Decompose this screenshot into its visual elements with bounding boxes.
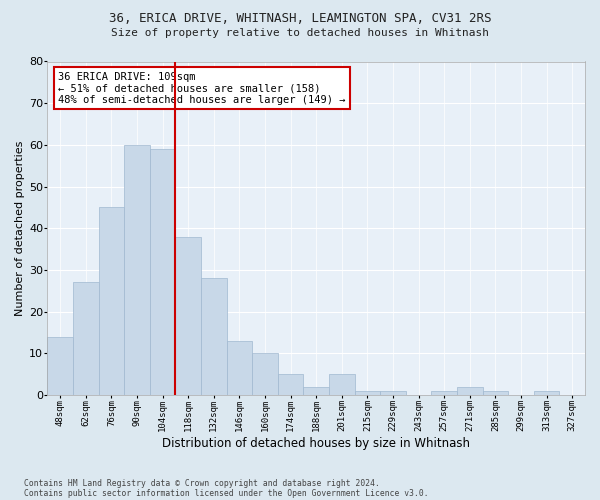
Bar	[227, 341, 252, 395]
Bar	[73, 282, 98, 395]
Bar	[201, 278, 227, 395]
Bar	[278, 374, 304, 395]
Y-axis label: Number of detached properties: Number of detached properties	[15, 140, 25, 316]
Text: 36, ERICA DRIVE, WHITNASH, LEAMINGTON SPA, CV31 2RS: 36, ERICA DRIVE, WHITNASH, LEAMINGTON SP…	[109, 12, 491, 26]
Bar	[124, 145, 150, 395]
Bar	[175, 236, 201, 395]
X-axis label: Distribution of detached houses by size in Whitnash: Distribution of detached houses by size …	[162, 437, 470, 450]
Bar	[431, 391, 457, 395]
Bar	[355, 391, 380, 395]
Bar	[534, 391, 559, 395]
Bar	[380, 391, 406, 395]
Bar	[98, 208, 124, 395]
Bar	[329, 374, 355, 395]
Text: Contains HM Land Registry data © Crown copyright and database right 2024.: Contains HM Land Registry data © Crown c…	[24, 478, 380, 488]
Text: Contains public sector information licensed under the Open Government Licence v3: Contains public sector information licen…	[24, 488, 428, 498]
Text: Size of property relative to detached houses in Whitnash: Size of property relative to detached ho…	[111, 28, 489, 38]
Bar	[47, 336, 73, 395]
Bar	[457, 386, 482, 395]
Bar	[252, 354, 278, 395]
Text: 36 ERICA DRIVE: 109sqm
← 51% of detached houses are smaller (158)
48% of semi-de: 36 ERICA DRIVE: 109sqm ← 51% of detached…	[58, 72, 346, 104]
Bar	[150, 149, 175, 395]
Bar	[482, 391, 508, 395]
Bar	[304, 386, 329, 395]
